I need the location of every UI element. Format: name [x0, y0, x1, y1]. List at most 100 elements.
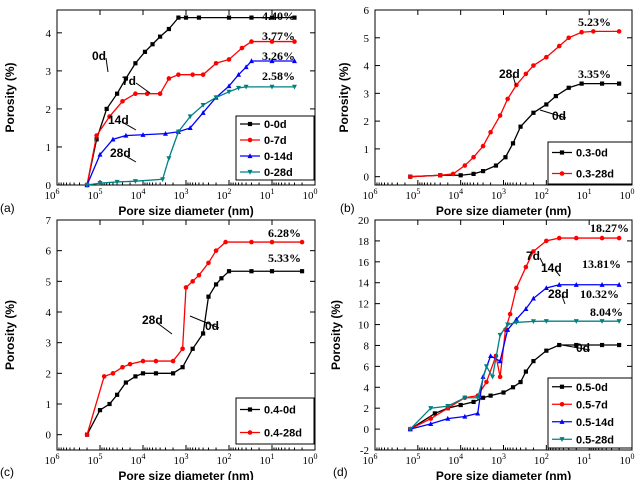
- x-axis-label: Pore size diameter (nm): [436, 204, 571, 218]
- data-point: [573, 235, 579, 241]
- y-axis-label: Porosity (%): [3, 62, 17, 132]
- data-point: [513, 316, 519, 322]
- data-point: [471, 399, 476, 405]
- data-point: [243, 64, 249, 70]
- data-point: [523, 369, 528, 374]
- y-axis-label: Porosity (%): [329, 300, 343, 370]
- data-point: [573, 282, 579, 287]
- data-point: [428, 421, 434, 426]
- data-point: [160, 177, 166, 182]
- series-0.5-14d: [407, 282, 622, 432]
- data-point: [127, 361, 133, 367]
- data-point: [616, 282, 622, 287]
- data-point: [437, 172, 443, 178]
- y-tick-label: 4: [46, 28, 52, 40]
- data-point: [544, 238, 549, 244]
- data-point: [190, 346, 195, 351]
- data-point: [213, 95, 219, 101]
- data-point: [187, 125, 193, 131]
- x-tick-label: 101: [577, 187, 592, 202]
- data-point: [269, 84, 275, 90]
- data-point: [462, 163, 468, 168]
- data-point: [599, 81, 605, 86]
- data-point: [243, 84, 249, 90]
- x-axis-label: Pore size diameter (nm): [436, 469, 571, 480]
- data-point: [553, 94, 558, 99]
- data-point: [153, 371, 159, 376]
- data-point: [97, 408, 103, 413]
- end-value-label: 10.32%: [580, 287, 619, 301]
- x-tick-label: 101: [260, 452, 275, 467]
- data-point: [599, 342, 605, 348]
- data-point: [226, 15, 232, 20]
- chart-panel-3: 106 105 104 103 102 101 100 0 1 2 3 4 5 6 7 Pore size d…: [0, 215, 318, 480]
- data-point: [213, 60, 219, 66]
- data-point: [510, 141, 516, 146]
- curve-annotation: 0d: [576, 341, 590, 355]
- data-point: [407, 174, 413, 179]
- series-line: [410, 30, 620, 178]
- data-point: [530, 295, 536, 301]
- end-value-label: 2.58%: [262, 69, 295, 83]
- data-point: [488, 129, 493, 135]
- data-point: [180, 346, 185, 352]
- data-point: [226, 89, 232, 95]
- data-point: [428, 416, 434, 421]
- data-point: [579, 29, 584, 35]
- end-value-label: 8.04%: [590, 305, 623, 319]
- data-point: [223, 239, 228, 245]
- series-0.3-28d: [407, 29, 622, 179]
- series-0.5-28d: [407, 319, 622, 432]
- data-point: [97, 180, 103, 186]
- end-value-label: 13.81%: [582, 257, 621, 271]
- data-point: [239, 45, 245, 51]
- data-point: [133, 91, 138, 96]
- y-tick-label: 18: [358, 236, 370, 248]
- series-line: [86, 60, 295, 186]
- data-point: [166, 156, 172, 162]
- data-point: [142, 49, 148, 54]
- data-point: [462, 395, 468, 401]
- data-point: [153, 358, 159, 364]
- y-tick-label: 10: [358, 320, 370, 332]
- annotation-arrow: [561, 344, 591, 351]
- curve-annotation: 7d: [526, 249, 540, 263]
- x-axis-label: Pore size diameter (nm): [118, 469, 253, 480]
- legend-swatch-marker: [559, 384, 565, 389]
- data-point: [226, 269, 232, 274]
- y-tick-label: 1: [46, 142, 52, 154]
- data-point: [518, 124, 523, 129]
- data-point: [196, 15, 202, 20]
- annotation-arrow: [539, 109, 567, 119]
- y-tick-label: 0: [364, 172, 370, 184]
- curve-annotation: 14d: [541, 261, 562, 275]
- panel-label: (c): [0, 465, 14, 479]
- data-point: [120, 99, 125, 104]
- data-point: [480, 395, 486, 400]
- data-point: [616, 235, 622, 241]
- data-point: [505, 322, 511, 328]
- data-point: [101, 374, 107, 379]
- legend-box: [547, 141, 633, 185]
- annotation-arrow: [135, 82, 151, 94]
- series-0-0d: [84, 15, 297, 188]
- data-point: [523, 264, 529, 270]
- data-point: [445, 403, 451, 409]
- data-point: [617, 342, 622, 348]
- panel-label: (d): [333, 465, 348, 479]
- data-point: [556, 43, 562, 49]
- data-point: [140, 132, 146, 137]
- curve-annotation: 0d: [92, 49, 106, 63]
- y-tick-label: 4: [364, 61, 370, 73]
- legend-entry: 0.4-28d: [264, 428, 302, 440]
- y-tick-label: 3: [364, 88, 370, 100]
- x-tick-label: 104: [131, 452, 146, 467]
- data-point: [206, 260, 211, 266]
- annotation-arrow: [512, 75, 517, 87]
- data-point: [531, 359, 536, 364]
- curve-annotation: 28d: [499, 67, 520, 81]
- data-point: [132, 179, 138, 184]
- legend-entry: 0-28d: [264, 167, 293, 179]
- x-tick-label: 103: [491, 187, 506, 202]
- data-point: [166, 76, 172, 81]
